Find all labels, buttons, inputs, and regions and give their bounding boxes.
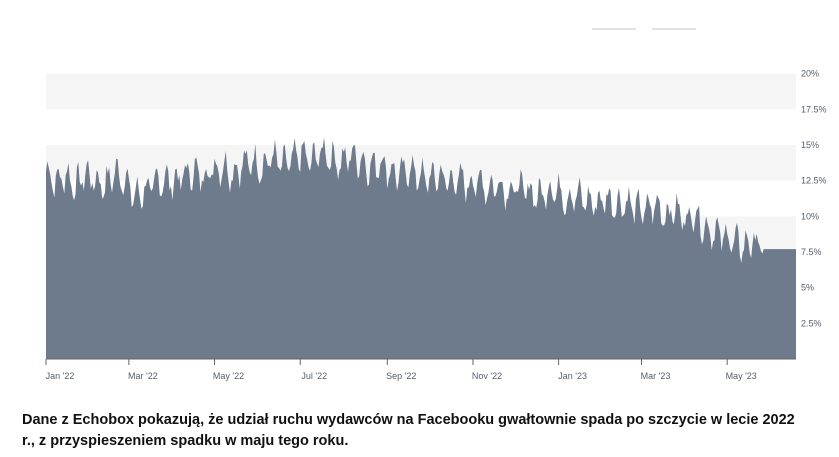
x-tick-label: May '23: [726, 371, 757, 381]
y-tick-label: 12.5%: [801, 176, 827, 186]
chart-caption: Dane z Echobox pokazują, że udział ruchu…: [22, 412, 795, 449]
x-tick-label: Jan '22: [46, 371, 75, 381]
x-tick-label: Jul '22: [301, 371, 327, 381]
y-axis-ticks: 2.5% 5% 7.5% 10% 12.5% 15% 17.5% 20%: [801, 69, 827, 329]
y-tick-label: 10%: [801, 211, 819, 221]
x-tick-label: Mar '23: [641, 371, 671, 381]
y-tick-label: 17.5%: [801, 104, 827, 114]
x-tick-label: Mar '22: [128, 371, 158, 381]
chart: Jan '22 Mar '22 May '22 Jul '22 Sep '22 Nov '…: [45, 28, 827, 381]
grid-band: [46, 73, 796, 110]
chart-svg: Jan '22 Mar '22 May '22 Jul '22 Sep '22 Nov '…: [45, 28, 827, 381]
y-tick-label: 15%: [801, 140, 819, 150]
y-tick-label: 7.5%: [801, 247, 822, 257]
x-tick-label: May '22: [213, 371, 244, 381]
y-tick-label: 2.5%: [801, 318, 822, 328]
x-tick-label: Jan '23: [558, 371, 587, 381]
area-series: [46, 137, 796, 359]
y-tick-label: 5%: [801, 283, 814, 293]
x-tick-label: Sep '22: [386, 371, 416, 381]
y-tick-label: 20%: [801, 69, 819, 79]
x-axis-ticks: Jan '22 Mar '22 May '22 Jul '22 Sep '22 Nov '…: [45, 359, 757, 381]
x-tick-label: Nov '22: [472, 371, 502, 381]
